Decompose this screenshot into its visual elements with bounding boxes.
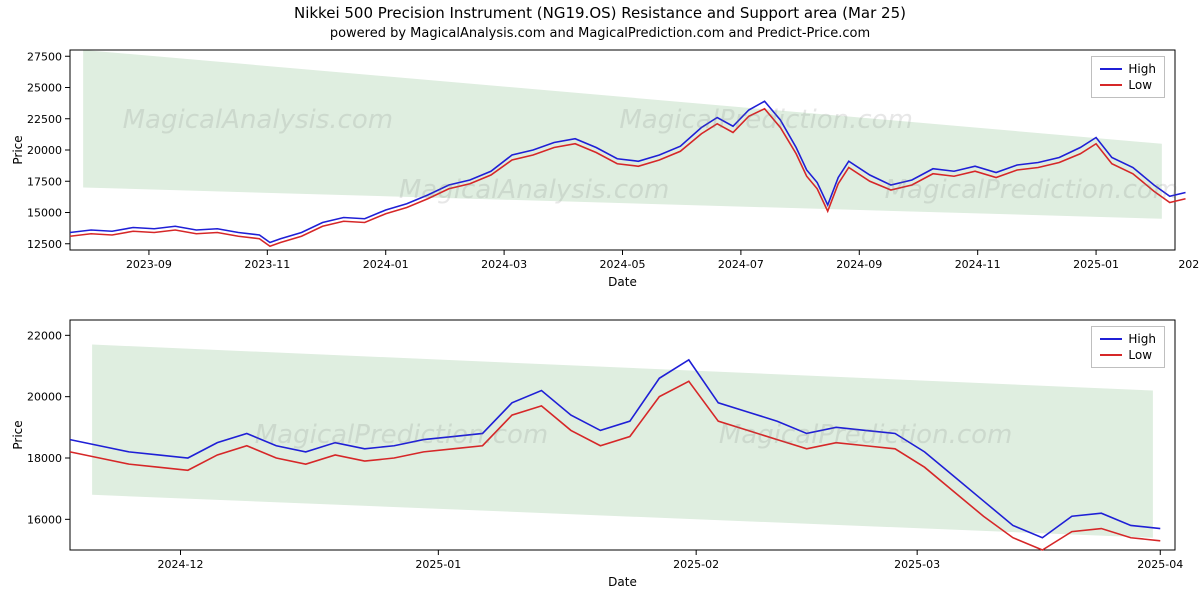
xtick-label: 2025-03 xyxy=(894,558,940,571)
xtick-label: 2025-01 xyxy=(415,558,461,571)
xtick-label: 2023-11 xyxy=(244,258,290,271)
legend-bottom: High Low xyxy=(1091,326,1165,368)
chart-sub-title: powered by MagicalAnalysis.com and Magic… xyxy=(0,26,1200,41)
ytick-label: 20000 xyxy=(27,391,62,404)
xtick-label: 2023-09 xyxy=(126,258,172,271)
xtick-label: 2024-03 xyxy=(481,258,527,271)
chart-svg: 125001500017500200002250025000275002023-… xyxy=(70,50,1195,300)
x-axis-label: Date xyxy=(608,575,637,589)
xtick-label: 2025-03 xyxy=(1178,258,1200,271)
ytick-label: 22500 xyxy=(27,113,62,126)
figure: Nikkei 500 Precision Instrument (NG19.OS… xyxy=(0,0,1200,600)
legend-swatch-low xyxy=(1100,84,1122,86)
xtick-label: 2025-02 xyxy=(673,558,719,571)
ytick-label: 17500 xyxy=(27,175,62,188)
ytick-label: 12500 xyxy=(27,238,62,251)
xtick-label: 2024-07 xyxy=(718,258,764,271)
chart-svg: 160001800020000220002024-122025-012025-0… xyxy=(70,320,1195,600)
xtick-label: 2024-05 xyxy=(600,258,646,271)
legend-item-high: High xyxy=(1100,61,1156,77)
xtick-label: 2024-09 xyxy=(836,258,882,271)
ytick-label: 27500 xyxy=(27,50,62,63)
legend-item-high-b: High xyxy=(1100,331,1156,347)
legend-label-low: Low xyxy=(1128,77,1152,93)
legend-label-high-b: High xyxy=(1128,331,1156,347)
ytick-label: 15000 xyxy=(27,207,62,220)
chart-main-title: Nikkei 500 Precision Instrument (NG19.OS… xyxy=(0,4,1200,22)
legend-swatch-low-b xyxy=(1100,354,1122,356)
bottom-chart-panel: 160001800020000220002024-122025-012025-0… xyxy=(70,320,1175,600)
legend-swatch-high xyxy=(1100,68,1122,70)
legend-swatch-high-b xyxy=(1100,338,1122,340)
y-axis-label: Price xyxy=(11,135,25,164)
ytick-label: 18000 xyxy=(27,452,62,465)
xtick-label: 2024-01 xyxy=(363,258,409,271)
xtick-label: 2025-01 xyxy=(1073,258,1119,271)
ytick-label: 25000 xyxy=(27,82,62,95)
xtick-label: 2025-04 xyxy=(1137,558,1183,571)
support-resistance-band xyxy=(83,50,1162,219)
top-chart-panel: 125001500017500200002250025000275002023-… xyxy=(70,50,1175,300)
xtick-label: 2024-11 xyxy=(955,258,1001,271)
legend-item-low: Low xyxy=(1100,77,1156,93)
xtick-label: 2024-12 xyxy=(158,558,204,571)
legend-label-low-b: Low xyxy=(1128,347,1152,363)
ytick-label: 16000 xyxy=(27,513,62,526)
ytick-label: 22000 xyxy=(27,329,62,342)
y-axis-label: Price xyxy=(11,420,25,449)
legend-item-low-b: Low xyxy=(1100,347,1156,363)
legend-label-high: High xyxy=(1128,61,1156,77)
ytick-label: 20000 xyxy=(27,144,62,157)
legend-top: High Low xyxy=(1091,56,1165,98)
x-axis-label: Date xyxy=(608,275,637,289)
